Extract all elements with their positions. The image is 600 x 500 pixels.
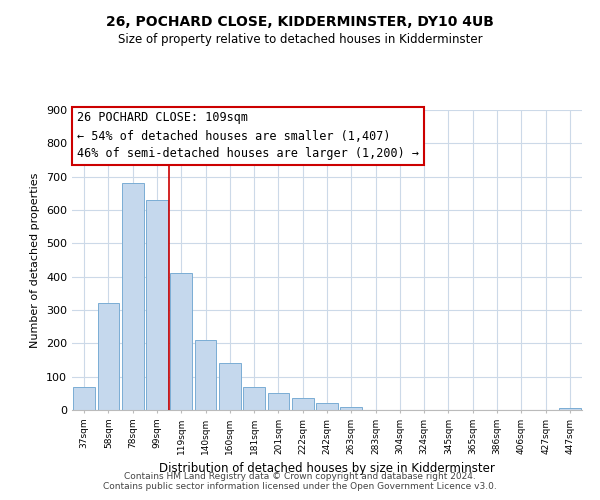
Bar: [316, 402, 338, 410]
Bar: [243, 386, 265, 410]
Bar: [73, 386, 95, 410]
Bar: [292, 398, 314, 410]
X-axis label: Distribution of detached houses by size in Kidderminster: Distribution of detached houses by size …: [159, 462, 495, 475]
Text: 26 POCHARD CLOSE: 109sqm
← 54% of detached houses are smaller (1,407)
46% of sem: 26 POCHARD CLOSE: 109sqm ← 54% of detach…: [77, 112, 419, 160]
Bar: [268, 394, 289, 410]
Bar: [146, 200, 168, 410]
Text: 26, POCHARD CLOSE, KIDDERMINSTER, DY10 4UB: 26, POCHARD CLOSE, KIDDERMINSTER, DY10 4…: [106, 15, 494, 29]
Text: Size of property relative to detached houses in Kidderminster: Size of property relative to detached ho…: [118, 32, 482, 46]
Bar: [97, 304, 119, 410]
Bar: [170, 274, 192, 410]
Bar: [340, 406, 362, 410]
Y-axis label: Number of detached properties: Number of detached properties: [31, 172, 40, 348]
Bar: [219, 364, 241, 410]
Bar: [194, 340, 217, 410]
Bar: [559, 408, 581, 410]
Text: Contains HM Land Registry data © Crown copyright and database right 2024.: Contains HM Land Registry data © Crown c…: [124, 472, 476, 481]
Bar: [122, 184, 143, 410]
Text: Contains public sector information licensed under the Open Government Licence v3: Contains public sector information licen…: [103, 482, 497, 491]
